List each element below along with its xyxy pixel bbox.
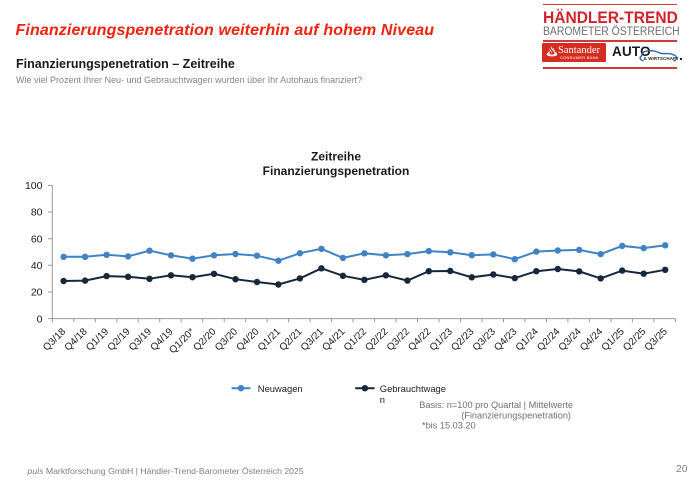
svg-text:Q4/18: Q4/18 [63,326,90,353]
svg-text:0: 0 [37,313,43,325]
svg-text:100: 100 [25,180,43,192]
svg-text:(Finanzierungspenetration): (Finanzierungspenetration) [461,411,571,421]
svg-text:Q4/20: Q4/20 [235,326,262,353]
svg-text:Q2/20: Q2/20 [192,326,219,353]
svg-text:Q4/21: Q4/21 [320,326,347,353]
svg-text:Q2/19: Q2/19 [106,326,133,353]
svg-text:Q2/23: Q2/23 [449,326,476,353]
svg-text:Q1/25: Q1/25 [600,326,627,353]
svg-text:Q1/21: Q1/21 [256,326,283,353]
svg-text:40: 40 [31,260,43,272]
svg-text:Zeitreihe: Zeitreihe [311,150,361,164]
svg-text:Q2/25: Q2/25 [621,326,648,353]
svg-text:Finanzierungspenetration: Finanzierungspenetration [263,164,410,178]
svg-text:Q1/19: Q1/19 [84,326,111,353]
svg-text:*bis 15.03.20: *bis 15.03.20 [422,420,476,430]
svg-text:60: 60 [31,233,43,245]
svg-text:Q3/18: Q3/18 [41,326,68,353]
svg-text:Q2/24: Q2/24 [535,326,562,353]
svg-text:Q4/23: Q4/23 [492,326,519,353]
svg-text:Q3/22: Q3/22 [385,326,412,353]
svg-text:Q3/24: Q3/24 [557,326,584,353]
svg-text:Q3/23: Q3/23 [471,326,498,353]
svg-text:Basis: n=100 pro Quartal | Mit: Basis: n=100 pro Quartal | Mittelwerte [419,400,573,410]
svg-text:Q2/22: Q2/22 [363,326,390,353]
svg-text:Q4/22: Q4/22 [406,326,433,353]
svg-text:20: 20 [31,287,43,299]
svg-text:Q1/24: Q1/24 [514,326,541,353]
svg-text:Gebrauchtwage: Gebrauchtwage [380,383,446,394]
svg-text:Neuwagen: Neuwagen [258,383,303,394]
svg-text:Q1/22: Q1/22 [342,326,369,353]
svg-text:Q3/25: Q3/25 [643,326,670,353]
svg-text:Q4/24: Q4/24 [578,326,605,353]
svg-text:n: n [380,394,385,405]
svg-text:Q3/21: Q3/21 [299,326,326,353]
svg-text:Q2/21: Q2/21 [277,326,304,353]
svg-text:80: 80 [31,207,43,219]
svg-text:Q3/20: Q3/20 [213,326,240,353]
svg-text:Q3/19: Q3/19 [127,326,154,353]
svg-text:Q1/23: Q1/23 [428,326,455,353]
